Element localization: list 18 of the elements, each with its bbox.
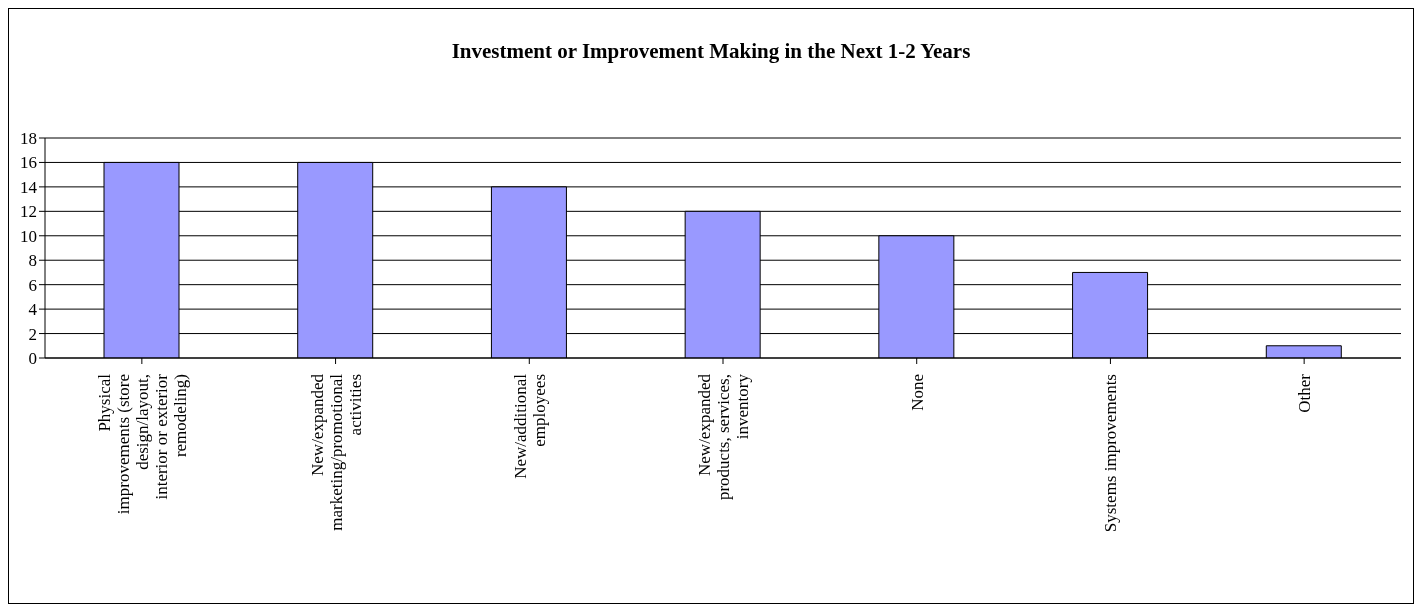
x-tick-label: Other xyxy=(1295,373,1315,413)
y-tick-label: 16 xyxy=(20,153,37,173)
x-tick-label: New/expanded marketing/promotional activities xyxy=(307,373,365,531)
y-tick-label: 4 xyxy=(28,300,38,320)
x-tick-label: Systems improvements xyxy=(1101,374,1121,533)
y-tick-label: 14 xyxy=(20,177,38,197)
y-tick-label: 12 xyxy=(20,202,37,222)
chart-title: Investment or Improvement Making in the Next 1-2 Years xyxy=(450,39,972,64)
y-tick-label: 8 xyxy=(28,251,37,271)
y-tick-label: 6 xyxy=(28,275,37,295)
x-tick-label: New/expanded products, services, inventory xyxy=(695,373,752,501)
y-tick-label: 10 xyxy=(20,226,37,246)
y-tick-label: 2 xyxy=(28,324,37,344)
x-tick-label: Physical improvements (store design/layout, interior or exterior remodeling) xyxy=(94,373,190,515)
y-tick-label: 0 xyxy=(28,349,37,369)
x-tick-label: New/additional employees xyxy=(510,373,549,479)
y-tick-label: 18 xyxy=(20,129,37,149)
x-tick-label: None xyxy=(907,374,927,411)
